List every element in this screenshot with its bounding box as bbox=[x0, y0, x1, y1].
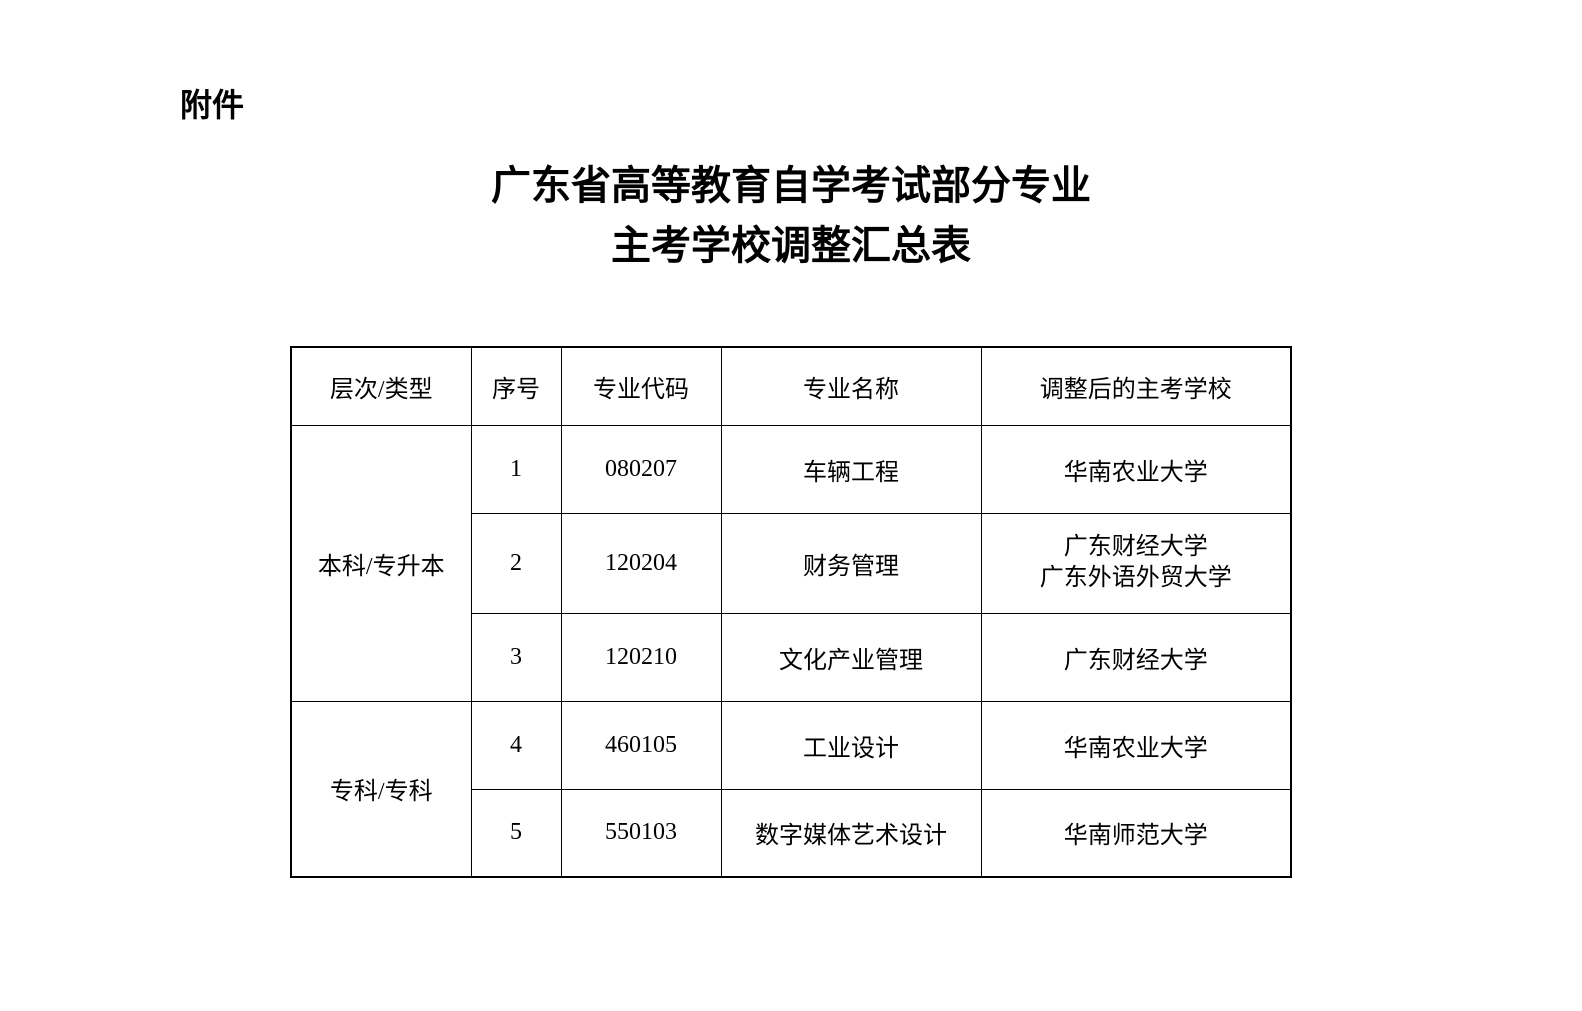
table-row: 专科/专科 4 460105 工业设计 华南农业大学 bbox=[291, 701, 1291, 789]
header-code: 专业代码 bbox=[561, 347, 721, 425]
cell-school: 华南农业大学 bbox=[981, 425, 1291, 513]
school-line-2: 广东外语外贸大学 bbox=[982, 563, 1291, 594]
cell-name: 财务管理 bbox=[721, 513, 981, 613]
school-line-1: 广东财经大学 bbox=[982, 532, 1291, 563]
cell-code: 120210 bbox=[561, 613, 721, 701]
cell-code: 460105 bbox=[561, 701, 721, 789]
cell-level: 专科/专科 bbox=[291, 701, 471, 877]
table-row: 本科/专升本 1 080207 车辆工程 华南农业大学 bbox=[291, 425, 1291, 513]
cell-name: 工业设计 bbox=[721, 701, 981, 789]
header-school: 调整后的主考学校 bbox=[981, 347, 1291, 425]
cell-school: 广东财经大学 广东外语外贸大学 bbox=[981, 513, 1291, 613]
cell-level: 本科/专升本 bbox=[291, 425, 471, 701]
cell-school: 华南农业大学 bbox=[981, 701, 1291, 789]
cell-name: 数字媒体艺术设计 bbox=[721, 789, 981, 877]
summary-table: 层次/类型 序号 专业代码 专业名称 调整后的主考学校 本科/专升本 1 080… bbox=[290, 346, 1292, 878]
table-header-row: 层次/类型 序号 专业代码 专业名称 调整后的主考学校 bbox=[291, 347, 1291, 425]
title-line-1: 广东省高等教育自学考试部分专业 bbox=[170, 156, 1412, 216]
cell-seq: 5 bbox=[471, 789, 561, 877]
cell-code: 550103 bbox=[561, 789, 721, 877]
cell-school: 广东财经大学 bbox=[981, 613, 1291, 701]
header-name: 专业名称 bbox=[721, 347, 981, 425]
title-line-2: 主考学校调整汇总表 bbox=[170, 216, 1412, 276]
attachment-label: 附件 bbox=[180, 80, 1412, 126]
cell-seq: 4 bbox=[471, 701, 561, 789]
cell-name: 车辆工程 bbox=[721, 425, 981, 513]
cell-school: 华南师范大学 bbox=[981, 789, 1291, 877]
cell-seq: 1 bbox=[471, 425, 561, 513]
header-seq: 序号 bbox=[471, 347, 561, 425]
header-level: 层次/类型 bbox=[291, 347, 471, 425]
cell-seq: 3 bbox=[471, 613, 561, 701]
cell-code: 080207 bbox=[561, 425, 721, 513]
document-title: 广东省高等教育自学考试部分专业 主考学校调整汇总表 bbox=[170, 156, 1412, 276]
table-container: 层次/类型 序号 专业代码 专业名称 调整后的主考学校 本科/专升本 1 080… bbox=[170, 346, 1412, 878]
cell-name: 文化产业管理 bbox=[721, 613, 981, 701]
cell-seq: 2 bbox=[471, 513, 561, 613]
cell-code: 120204 bbox=[561, 513, 721, 613]
